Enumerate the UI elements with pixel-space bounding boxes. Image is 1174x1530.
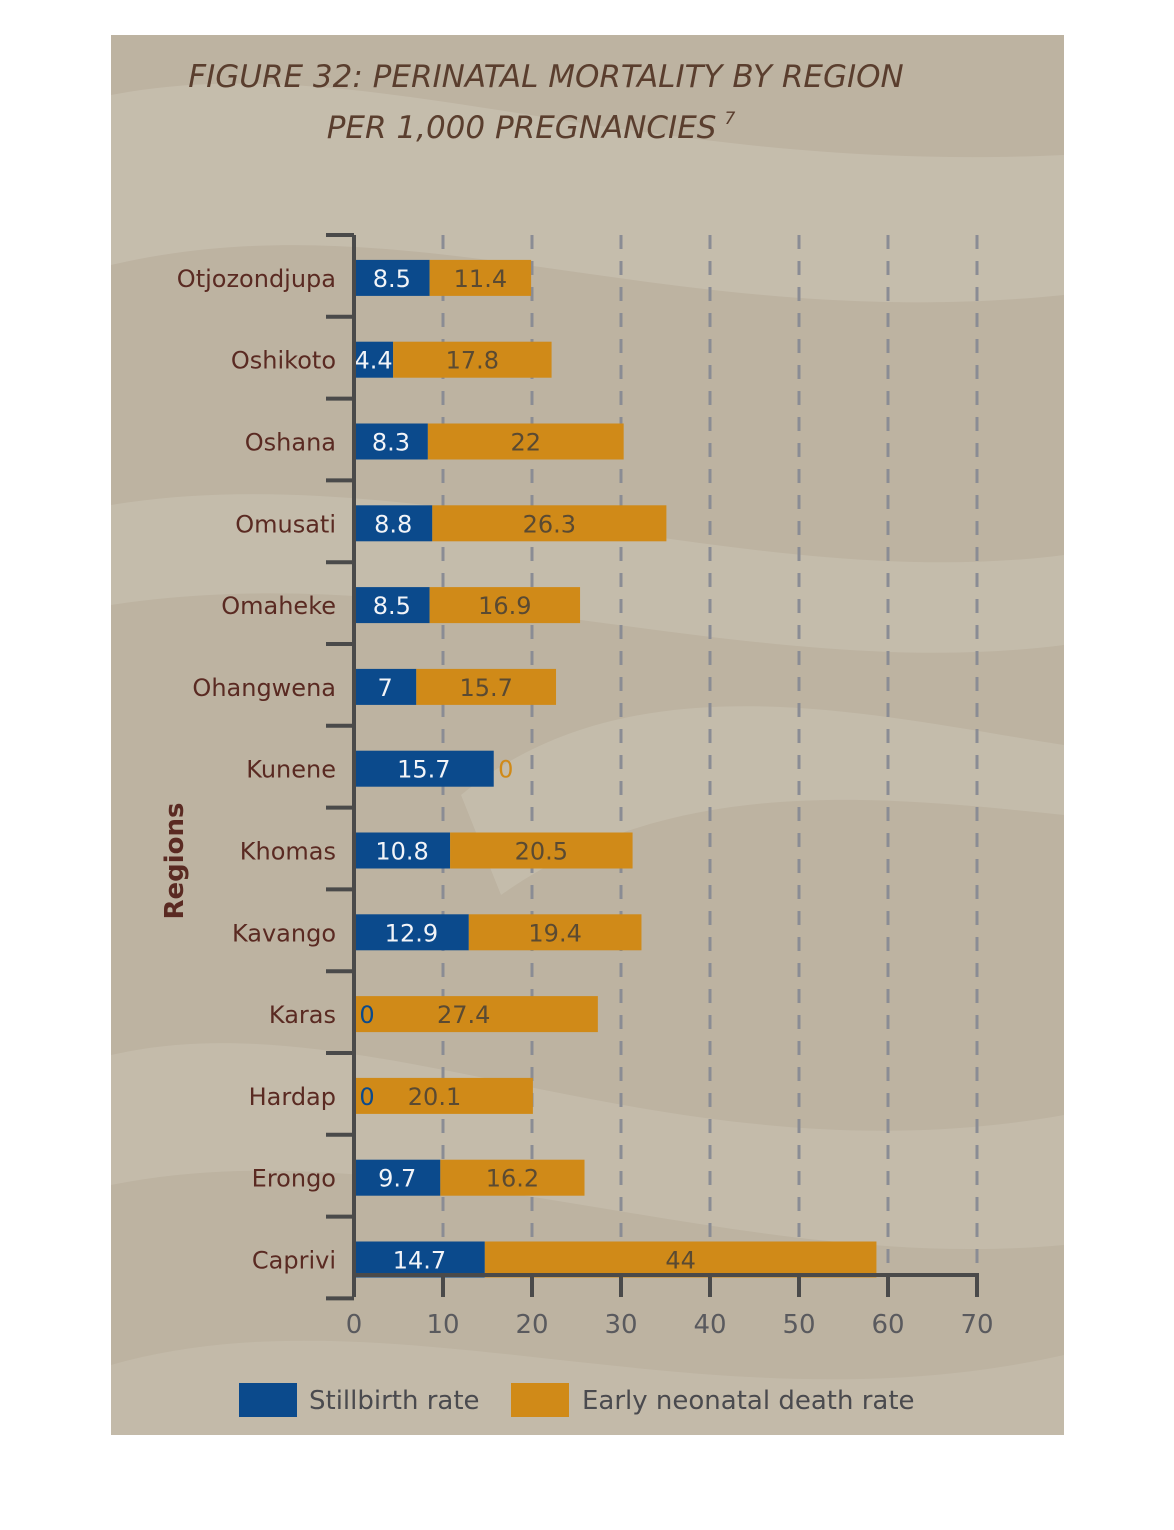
category-label: Otjozondjupa <box>177 265 336 293</box>
stillbirth-bar <box>354 259 430 296</box>
stillbirth-value-label: 9.7 <box>378 1165 416 1193</box>
bars: Otjozondjupa 8.5 11.4 Oshikoto 4.4 17.8 Oshana… <box>177 259 877 1278</box>
category-label: Omusati <box>235 510 336 538</box>
neonatal-value-label: 19.4 <box>528 919 581 947</box>
background-band <box>111 1043 1064 1250</box>
legend: Stillbirth rate Early neonatal death rate <box>239 1383 915 1417</box>
neonatal-value-label: 26.3 <box>523 510 576 538</box>
neonatal-value-label: 15.7 <box>459 674 512 702</box>
title-footnote: 7 <box>724 109 735 129</box>
x-tick-label: 10 <box>426 1310 459 1340</box>
background-band <box>461 706 1064 895</box>
stillbirth-value-label: 12.9 <box>385 919 438 947</box>
category-label: Oshana <box>245 429 336 457</box>
x-tick-label: 40 <box>693 1310 726 1340</box>
category-label: Ohangwena <box>192 674 336 702</box>
stillbirth-bar <box>354 1241 485 1278</box>
x-tick-label: 30 <box>604 1310 637 1340</box>
stillbirth-value-label: 8.5 <box>373 265 411 293</box>
x-tick-label: 20 <box>515 1310 548 1340</box>
category-label: Kunene <box>246 756 336 784</box>
category-label: Caprivi <box>252 1247 336 1275</box>
chart-subtitle: PER 1,000 PREGNANCIES 7 <box>327 109 736 146</box>
category-label: Omaheke <box>221 592 336 620</box>
neonatal-bar <box>427 423 624 460</box>
perinatal-mortality-chart: FIGURE 32: PERINATAL MORTALITY BY REGION… <box>111 35 1064 1435</box>
neonatal-bar <box>393 341 552 378</box>
stillbirth-value-label: 7 <box>378 674 393 702</box>
category-label: Erongo <box>252 1165 336 1193</box>
neonatal-value-label: 20.1 <box>408 1083 461 1111</box>
axes: 0 10 20 30 40 50 60 70 <box>326 233 994 1340</box>
category-label: Kavango <box>232 919 336 947</box>
category-label: Khomas <box>240 838 336 866</box>
neonatal-value-label: 16.2 <box>486 1165 539 1193</box>
stillbirth-value-label: 8.8 <box>374 510 412 538</box>
neonatal-value-label: 11.4 <box>454 265 507 293</box>
stillbirth-value-label: 10.8 <box>375 838 428 866</box>
stillbirth-value-label: 0 <box>359 1001 374 1029</box>
stillbirth-bar <box>354 341 394 378</box>
stillbirth-bar <box>354 668 417 705</box>
stillbirth-value-label: 4.4 <box>354 347 392 375</box>
category-label: Hardap <box>249 1083 336 1111</box>
x-tick-label: 70 <box>960 1310 993 1340</box>
stillbirth-bar <box>354 914 469 951</box>
category-label: Oshikoto <box>231 347 336 375</box>
legend-label-stillbirth: Stillbirth rate <box>309 1386 480 1416</box>
neonatal-bar <box>440 1159 585 1196</box>
x-tick-label: 60 <box>871 1310 904 1340</box>
stillbirth-bar <box>354 1159 441 1196</box>
chart-panel: FIGURE 32: PERINATAL MORTALITY BY REGION… <box>111 35 1064 1435</box>
neonatal-bar <box>429 587 581 624</box>
neonatal-value-label: 17.8 <box>446 347 499 375</box>
x-tick-label: 50 <box>782 1310 815 1340</box>
legend-swatch-neonatal <box>511 1383 569 1417</box>
neonatal-bar <box>484 1241 877 1278</box>
stillbirth-value-label: 8.3 <box>372 429 410 457</box>
y-axis-label: Regions <box>160 802 190 919</box>
background-band <box>111 83 1064 303</box>
subtitle-text: PER 1,000 PREGNANCIES <box>327 110 717 146</box>
neonatal-bar <box>450 832 633 869</box>
stillbirth-bar <box>354 832 451 869</box>
legend-swatch-stillbirth <box>239 1383 297 1417</box>
neonatal-value-label: 22 <box>510 429 541 457</box>
chart-title: FIGURE 32: PERINATAL MORTALITY BY REGION <box>188 59 903 95</box>
neonatal-bar <box>416 668 557 705</box>
neonatal-value-label: 20.5 <box>515 838 568 866</box>
neonatal-value-label: 0 <box>498 756 513 784</box>
neonatal-value-label: 16.9 <box>478 592 531 620</box>
neonatal-value-label: 27.4 <box>437 1001 490 1029</box>
neonatal-bar <box>354 996 598 1033</box>
stillbirth-bar <box>354 423 428 460</box>
stillbirth-value-label: 8.5 <box>373 592 411 620</box>
x-tick-label: 0 <box>346 1310 363 1340</box>
stillbirth-bar <box>354 587 430 624</box>
stillbirth-value-label: 15.7 <box>397 756 450 784</box>
stillbirth-value-label: 14.7 <box>393 1247 446 1275</box>
neonatal-bar <box>432 505 667 542</box>
background-band <box>111 1340 1064 1435</box>
category-label: Karas <box>269 1001 336 1029</box>
neonatal-bar <box>354 1077 533 1114</box>
stillbirth-value-label: 0 <box>359 1083 374 1111</box>
background-band <box>111 494 1064 653</box>
neonatal-value-label: 44 <box>665 1247 696 1275</box>
legend-label-neonatal: Early neonatal death rate <box>582 1386 915 1416</box>
stillbirth-bar <box>354 750 494 787</box>
stillbirth-bar <box>354 505 433 542</box>
neonatal-bar <box>468 914 642 951</box>
neonatal-bar <box>429 259 532 296</box>
